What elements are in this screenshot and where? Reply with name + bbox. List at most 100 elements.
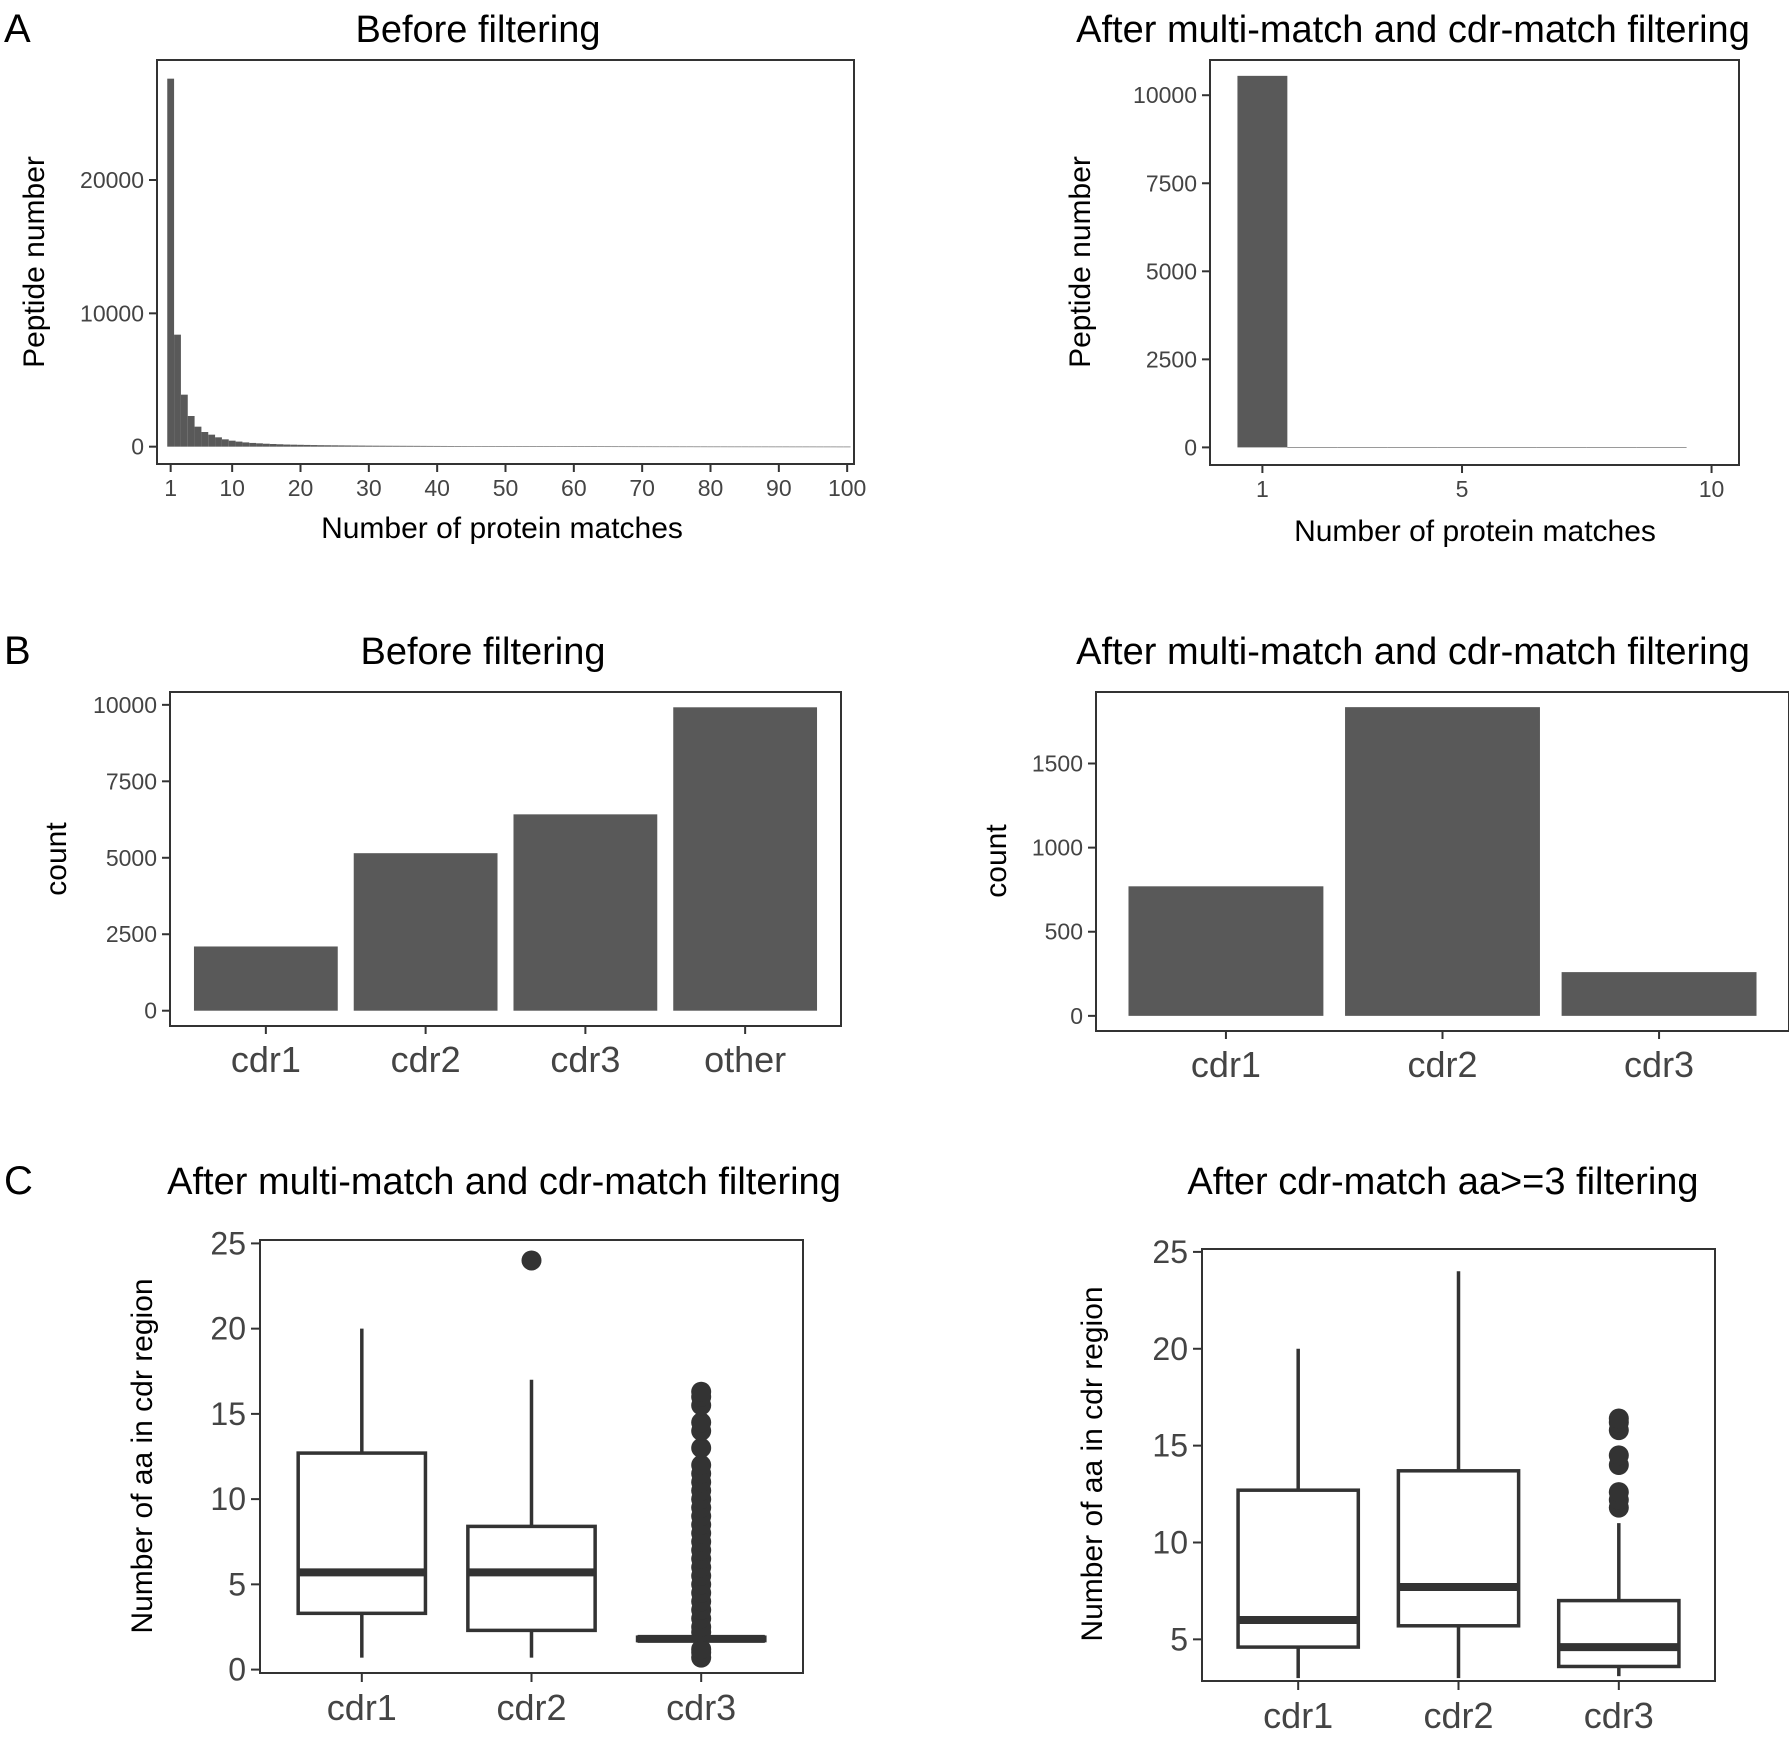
chart-a1-bar	[748, 446, 755, 448]
chart-a1-bar	[529, 446, 537, 447]
chart-a1-bar	[420, 445, 427, 447]
chart-a1-bar	[611, 446, 619, 448]
chart-a1-bar	[228, 440, 236, 447]
chart-a1-bar	[843, 446, 851, 448]
chart-c2-x-tick-label: cdr1	[1263, 1695, 1333, 1736]
chart-a1-x-tick-label: 100	[828, 475, 866, 501]
chart-a1-bar	[679, 446, 687, 448]
chart-c1-outlier-point	[691, 1381, 712, 1402]
chart-b1-x-tick-label: cdr3	[550, 1039, 620, 1080]
chart-b2-y-tick-label: 1000	[1032, 835, 1083, 861]
chart-b1: Before filtering 0 2500 5000 7500 10000 cdr1…	[40, 631, 842, 1080]
chart-a1-bar	[338, 445, 345, 447]
chart-a1-bar	[515, 446, 523, 447]
chart-c1-y-ticks: 0 5 10 15 20 25	[210, 1225, 260, 1688]
chart-a1-bar	[823, 446, 831, 448]
chart-c1-y-tick-label: 15	[210, 1396, 246, 1432]
chart-a1-bar	[242, 442, 250, 447]
chart-a1-bar	[194, 426, 202, 447]
chart-c2-boxes	[1236, 1271, 1681, 1679]
chart-b1-title: Before filtering	[360, 631, 605, 673]
chart-a1-bar	[836, 446, 844, 448]
chart-a1-bar	[461, 446, 468, 447]
chart-a1-bar	[180, 394, 188, 447]
chart-a1-bar	[809, 446, 817, 448]
chart-a1-bar	[720, 446, 728, 448]
chart-a2-bar	[1337, 447, 1388, 448]
chart-a1-bar	[167, 78, 175, 447]
chart-a1-bar	[652, 446, 660, 448]
chart-a1-bar	[707, 446, 714, 448]
chart-a1-bar	[672, 446, 680, 448]
chart-c1-panel-border	[259, 1239, 804, 1674]
chart-a2-y-tick-label: 5000	[1146, 258, 1197, 284]
panel-label-a: A	[4, 7, 31, 51]
chart-c1-box-cdr1	[296, 1451, 428, 1616]
chart-a2-y-ticks: 0 2500 5000 7500 10000	[1133, 82, 1210, 460]
chart-a1-bar	[215, 437, 222, 447]
panel-label-c: C	[4, 1159, 33, 1203]
chart-b2-bar-cdr3	[1561, 972, 1757, 1016]
chart-b2-y-tick-label: 500	[1045, 919, 1083, 945]
chart-a1-title: Before filtering	[355, 9, 600, 51]
panel-label-b: B	[4, 629, 31, 673]
chart-a1-bar	[201, 432, 209, 447]
chart-c1-x-ticks: cdr1 cdr2 cdr3	[327, 1673, 736, 1728]
chart-c1-outlier-point	[691, 1437, 712, 1458]
chart-b1-bar-other	[673, 707, 818, 1011]
chart-a1-bar	[713, 446, 721, 448]
chart-c1-x-tick-label: cdr2	[496, 1687, 566, 1728]
chart-a1-bar	[488, 446, 496, 447]
chart-a1-x-tick-label: 50	[493, 475, 519, 501]
chart-c2-outlier-point	[1608, 1408, 1629, 1429]
chart-a2: After multi-match and cdr-match filterin…	[1064, 9, 1750, 548]
chart-c1-y-axis-title: Number of aa in cdr region	[126, 1278, 159, 1633]
chart-c2-y-tick-label: 5	[1170, 1621, 1188, 1657]
chart-a1-bar	[789, 446, 796, 448]
chart-a1-x-ticks: 1 10 20 30 40 50 60 70 80 90 100	[164, 464, 866, 501]
chart-a1-bar	[358, 445, 366, 447]
chart-a1-x-tick-label: 1	[164, 475, 177, 501]
chart-c1-boxes	[296, 1250, 767, 1668]
chart-a1-bar	[324, 445, 332, 447]
chart-a1-bar	[276, 444, 284, 447]
chart-b2-bar-cdr2	[1345, 707, 1540, 1016]
chart-b1-x-tick-label: other	[704, 1039, 786, 1080]
chart-a1-bar	[638, 446, 646, 448]
chart-a1-bar	[365, 445, 373, 447]
chart-b1-bars	[193, 707, 818, 1011]
chart-a1-bar	[399, 445, 407, 447]
chart-a1-bar	[625, 446, 632, 448]
chart-b2-bar-cdr1	[1128, 886, 1324, 1016]
chart-a2-bar	[1636, 447, 1687, 448]
chart-c2-y-tick-label: 20	[1152, 1331, 1188, 1367]
chart-a2-bar	[1586, 447, 1637, 448]
chart-a2-x-tick-label: 5	[1456, 476, 1469, 502]
chart-a1-bar	[577, 446, 585, 447]
chart-a1-bar	[474, 446, 482, 447]
chart-c2: After cdr-match aa>=3 filtering 5 10 15 20 2…	[1076, 1161, 1716, 1736]
chart-c1-box-cdr2	[466, 1524, 597, 1633]
chart-b1-y-axis-title: count	[40, 822, 73, 896]
chart-a2-bar	[1237, 75, 1288, 448]
chart-c2-title: After cdr-match aa>=3 filtering	[1187, 1161, 1698, 1203]
chart-a2-x-tick-label: 1	[1256, 476, 1269, 502]
chart-c2-y-tick-label: 25	[1152, 1234, 1188, 1270]
chart-b1-y-tick-label: 5000	[106, 845, 157, 871]
chart-b1-y-tick-label: 0	[144, 998, 157, 1024]
chart-a1-bar	[508, 446, 516, 447]
chart-c2-y-tick-label: 15	[1152, 1428, 1188, 1464]
chart-b2-y-ticks: 0 500 1000 1500	[1032, 751, 1096, 1029]
chart-a2-y-axis-title: Peptide number	[1064, 156, 1097, 368]
chart-a1-x-tick-label: 80	[698, 475, 724, 501]
chart-a1-bar	[187, 416, 195, 447]
chart-a1-bar	[686, 446, 694, 448]
chart-c2-panel-border	[1201, 1248, 1716, 1682]
chart-a1-bar	[597, 446, 605, 447]
chart-b2-y-tick-label: 1500	[1032, 751, 1083, 777]
chart-a1-bar	[440, 445, 448, 447]
chart-a1-bar	[303, 444, 311, 447]
chart-a1-bar	[570, 446, 578, 447]
chart-a1-x-tick-label: 10	[219, 475, 245, 501]
chart-c1: After multi-match and cdr-match filterin…	[126, 1161, 841, 1728]
